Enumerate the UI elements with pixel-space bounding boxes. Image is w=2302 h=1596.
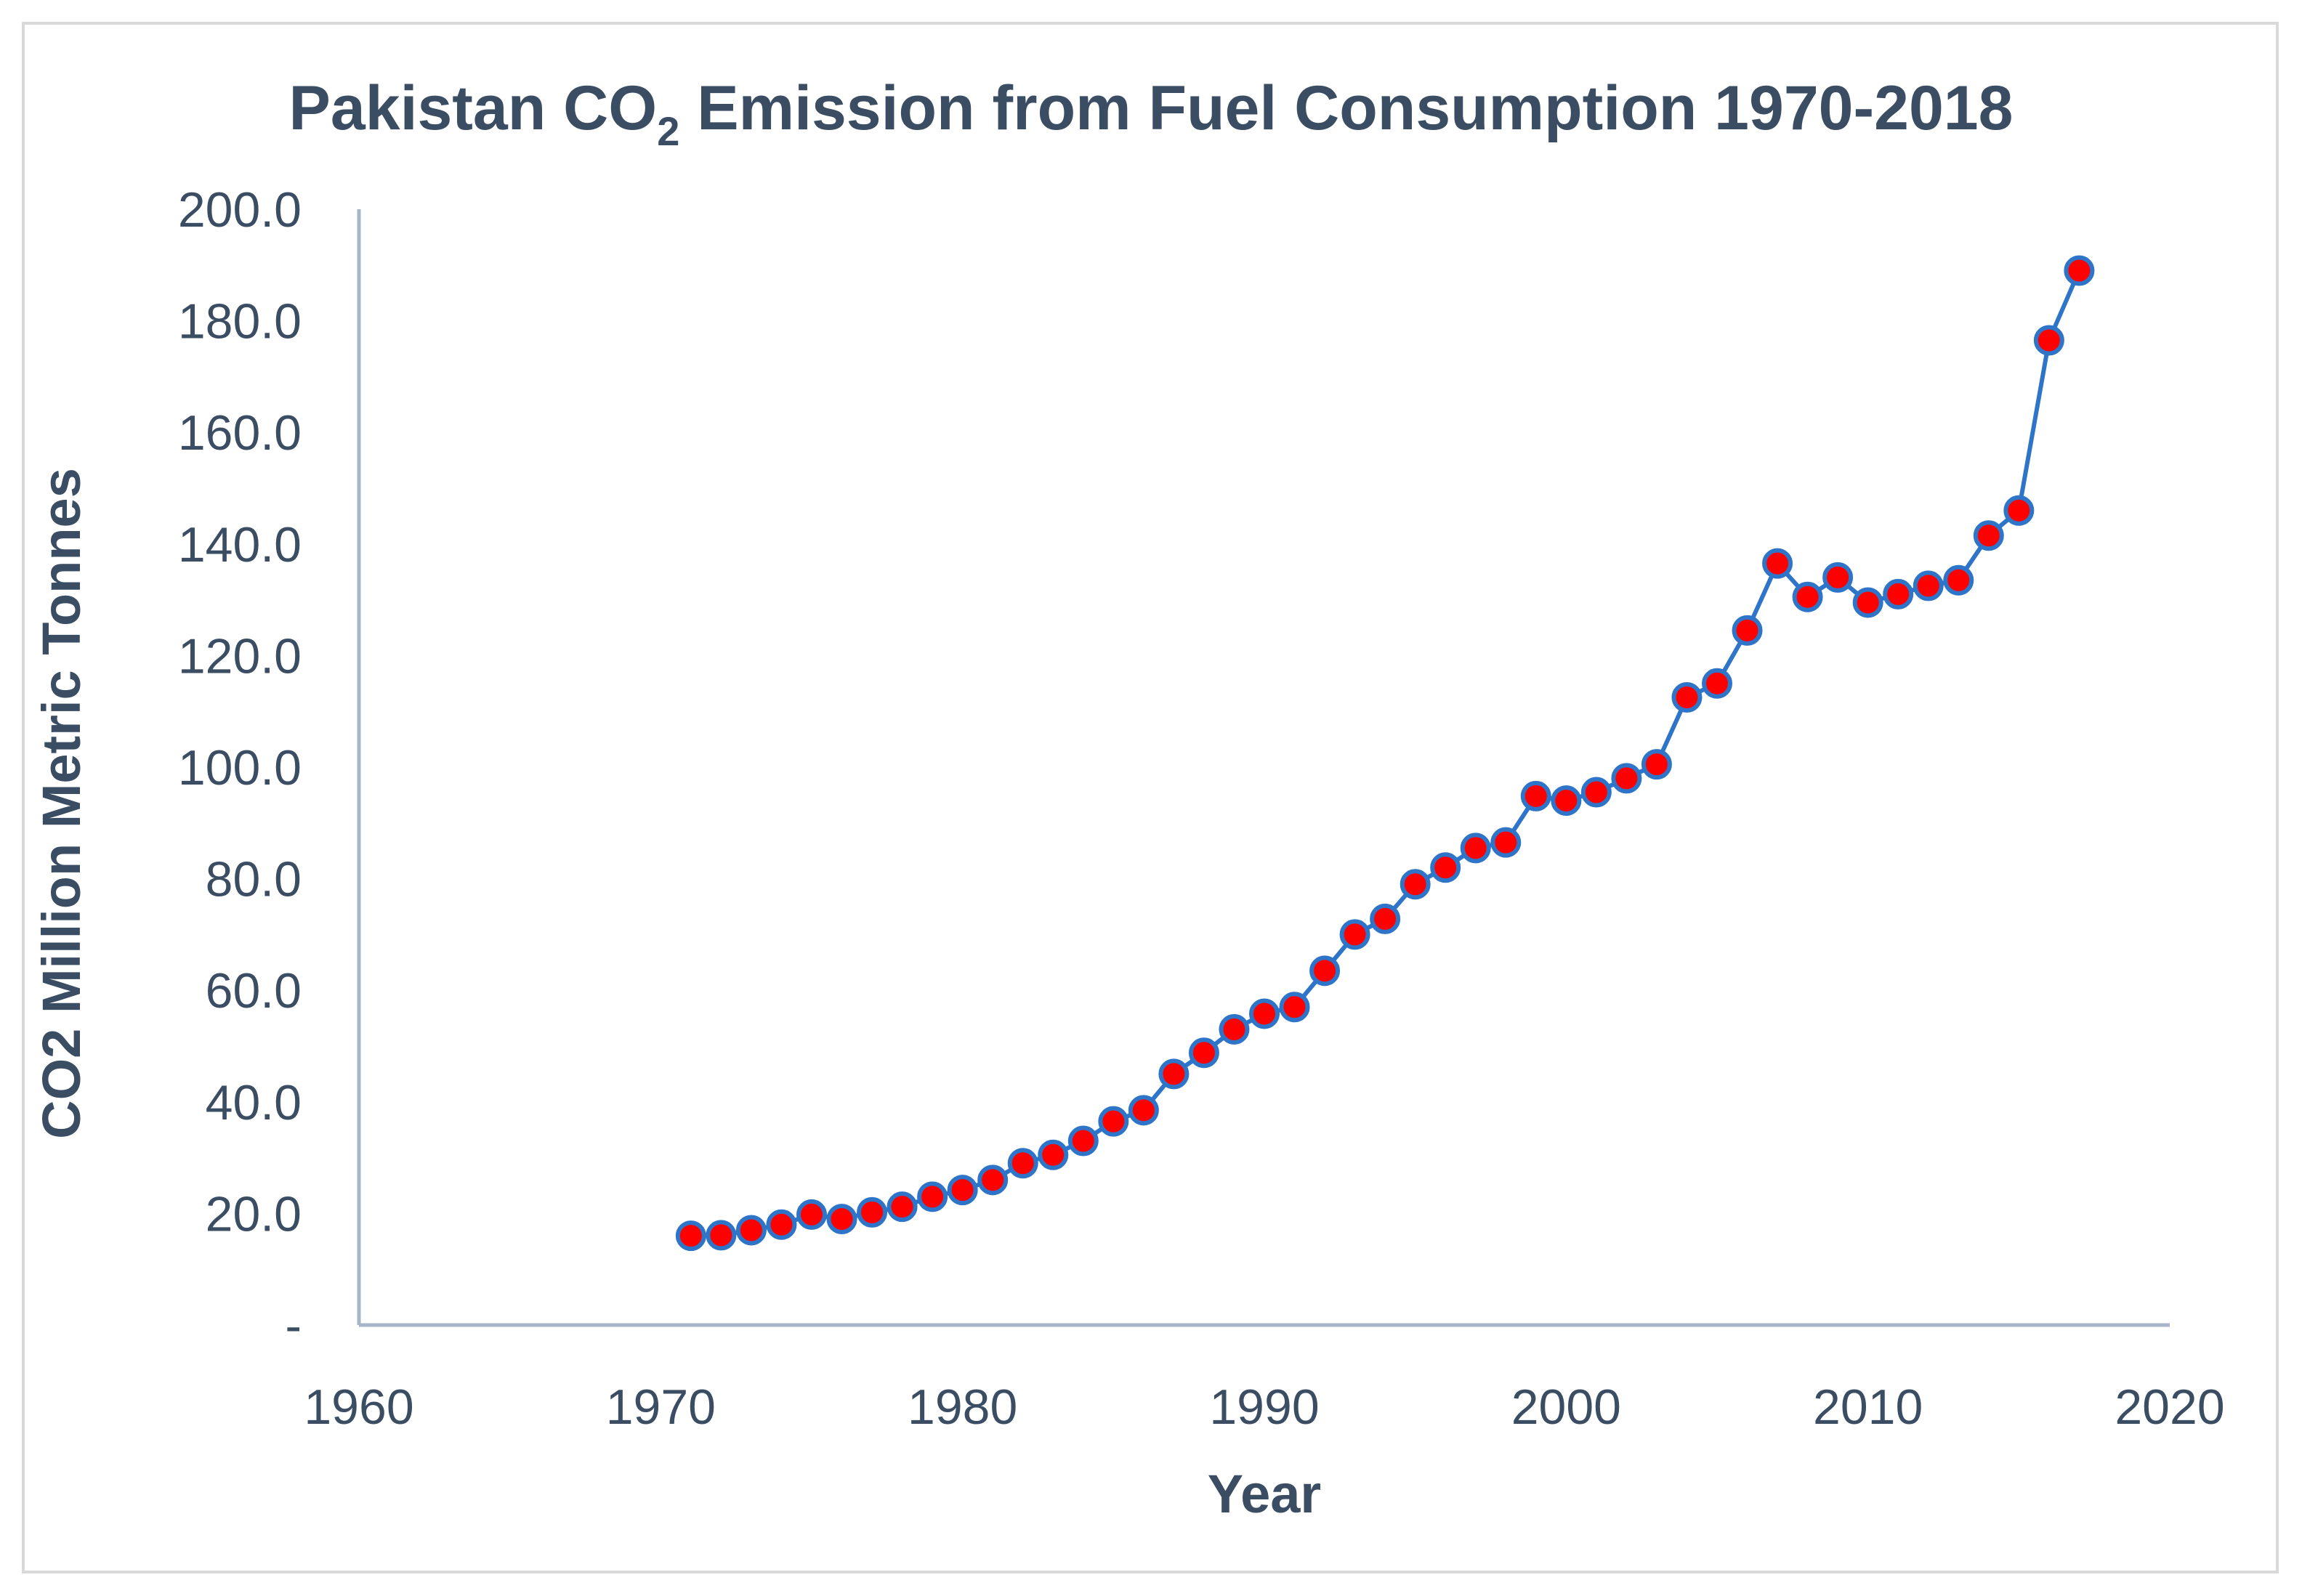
data-point-marker bbox=[1430, 852, 1461, 883]
chart-frame bbox=[22, 22, 2279, 1573]
data-point-marker bbox=[1883, 578, 1914, 609]
data-point-marker bbox=[2064, 255, 2095, 286]
data-point-marker bbox=[1490, 827, 1522, 858]
x-tick-label: 2020 bbox=[2115, 1380, 2224, 1435]
data-point-marker bbox=[1943, 564, 1974, 596]
y-axis-ticks: - 20.0 40.0 60.0 80.0 100.0 120.0 140.0 160.0 180… bbox=[178, 182, 302, 1353]
data-point-marker bbox=[2033, 325, 2064, 356]
x-tick-label: 1960 bbox=[304, 1380, 413, 1435]
series-markers bbox=[675, 255, 2095, 1252]
chart-title: Pakistan CO2 Emission from Fuel Consumpt… bbox=[0, 73, 2302, 155]
data-point-marker bbox=[1852, 587, 1883, 618]
data-point-marker bbox=[1702, 668, 1732, 699]
data-point-marker bbox=[1973, 520, 2004, 551]
data-point-marker bbox=[977, 1164, 1009, 1196]
chart-title-subscript: 2 bbox=[657, 108, 680, 154]
data-point-marker bbox=[1551, 785, 1582, 817]
data-point-marker bbox=[675, 1220, 706, 1252]
data-point-marker bbox=[1611, 763, 1642, 794]
y-tick-label: - bbox=[285, 1298, 302, 1353]
data-point-marker bbox=[1038, 1139, 1069, 1170]
x-axis-ticks: 1960 1970 1980 1990 2000 2010 2020 bbox=[304, 1380, 2224, 1435]
data-point-marker bbox=[2003, 495, 2035, 526]
data-point-marker bbox=[1007, 1148, 1038, 1179]
data-point-marker bbox=[1641, 749, 1672, 780]
data-point-marker bbox=[1460, 833, 1491, 864]
y-tick-label: 40.0 bbox=[206, 1075, 302, 1130]
data-point-marker bbox=[1279, 992, 1310, 1023]
y-tick-label: 160.0 bbox=[178, 405, 302, 461]
y-tick-label: 200.0 bbox=[178, 182, 302, 238]
data-point-marker bbox=[1520, 780, 1551, 811]
x-tick-label: 2010 bbox=[1813, 1380, 1923, 1435]
y-tick-label: 80.0 bbox=[206, 852, 302, 907]
data-point-marker bbox=[1219, 1013, 1250, 1045]
data-point-marker bbox=[1671, 682, 1703, 713]
data-point-marker bbox=[1067, 1125, 1099, 1157]
data-point-marker bbox=[735, 1215, 767, 1246]
x-tick-label: 1990 bbox=[1209, 1380, 1319, 1435]
y-tick-label: 120.0 bbox=[178, 628, 302, 684]
y-tick-label: 140.0 bbox=[178, 517, 302, 572]
data-point-marker bbox=[1400, 869, 1431, 900]
y-tick-label: 100.0 bbox=[178, 740, 302, 795]
data-point-marker bbox=[1792, 581, 1823, 612]
y-axis-title: CO2 Million Metric Tonnes bbox=[31, 468, 92, 1139]
data-point-marker bbox=[857, 1196, 888, 1228]
data-point-marker bbox=[1339, 919, 1370, 950]
data-point-marker bbox=[947, 1175, 978, 1206]
data-point-marker bbox=[917, 1181, 948, 1212]
x-tick-label: 1980 bbox=[908, 1380, 1017, 1435]
y-tick-label: 180.0 bbox=[178, 294, 302, 349]
data-point-marker bbox=[1822, 562, 1854, 593]
data-point-marker bbox=[796, 1199, 827, 1230]
x-axis-title: Year bbox=[1208, 1464, 1321, 1524]
data-point-marker bbox=[1762, 548, 1793, 579]
data-point-marker bbox=[1732, 615, 1763, 646]
data-point-marker bbox=[1158, 1058, 1190, 1090]
data-point-marker bbox=[1580, 777, 1612, 808]
chart-title-rest: Emission from Fuel Consumption 1970-2018 bbox=[679, 73, 2014, 143]
data-point-marker bbox=[1370, 903, 1401, 934]
data-point-marker bbox=[1309, 955, 1341, 987]
series-line bbox=[690, 270, 2082, 1239]
x-tick-label: 1970 bbox=[606, 1380, 716, 1435]
data-point-marker bbox=[887, 1191, 918, 1223]
data-point-marker bbox=[1128, 1095, 1159, 1126]
data-point-marker bbox=[826, 1204, 857, 1235]
x-tick-label: 2000 bbox=[1511, 1380, 1621, 1435]
y-tick-label: 60.0 bbox=[206, 963, 302, 1018]
data-point-marker bbox=[1188, 1037, 1219, 1069]
data-point-marker bbox=[766, 1209, 797, 1240]
data-point-marker bbox=[1913, 570, 1944, 601]
chart-title-main: Pakistan CO bbox=[288, 73, 658, 143]
y-tick-label: 20.0 bbox=[206, 1186, 302, 1241]
data-point-marker bbox=[706, 1220, 737, 1251]
data-point-marker bbox=[1098, 1106, 1129, 1137]
data-point-marker bbox=[1249, 998, 1280, 1029]
